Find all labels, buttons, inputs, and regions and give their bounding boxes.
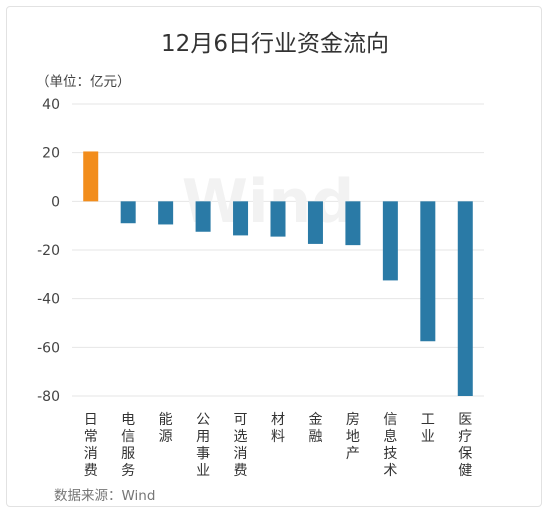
y-tick-label: -80 <box>37 389 60 405</box>
bar-材料 <box>270 201 286 237</box>
bar-工业 <box>420 201 436 342</box>
x-category-label: 材料 <box>271 412 285 445</box>
y-tick-label: 40 <box>42 97 60 113</box>
bar-金融 <box>307 201 323 244</box>
x-category-label: 能源 <box>159 412 173 445</box>
y-axis: 40 20 0 -20 -40 -60 -80 <box>37 97 60 405</box>
x-category-label: 医疗保健 <box>458 412 472 479</box>
bar-日常消费 <box>83 151 99 202</box>
chart-title: 12月6日行业资金流向 <box>161 31 389 57</box>
x-category-label: 金融 <box>308 412 322 445</box>
x-category-label: 工业 <box>421 412 435 445</box>
bar-电信服务 <box>120 201 136 224</box>
unit-label: （单位：亿元） <box>36 74 131 90</box>
bar-公用事业 <box>195 201 211 232</box>
bar-能源 <box>158 201 174 225</box>
x-category-label: 信息技术 <box>383 412 397 479</box>
y-tick-label: -60 <box>37 340 60 356</box>
y-tick-label: 20 <box>42 146 60 162</box>
y-tick-label: -20 <box>37 243 60 259</box>
y-tick-label: 0 <box>51 194 60 210</box>
chart-frame <box>6 6 542 507</box>
x-category-label: 房地产 <box>346 412 360 462</box>
bar-医疗保健 <box>457 201 473 396</box>
source-note: 数据来源：Wind <box>54 488 156 504</box>
x-category-label: 可选消费 <box>234 412 248 479</box>
gridlines <box>72 103 484 397</box>
x-category-label: 电信服务 <box>121 412 135 479</box>
bar-房地产 <box>345 201 361 246</box>
bar-信息技术 <box>382 201 398 281</box>
bar-可选消费 <box>233 201 249 236</box>
x-category-label: 公用事业 <box>196 412 210 479</box>
bars <box>83 151 473 396</box>
x-category-label: 日常消费 <box>84 412 98 479</box>
y-tick-label: -40 <box>37 292 60 308</box>
